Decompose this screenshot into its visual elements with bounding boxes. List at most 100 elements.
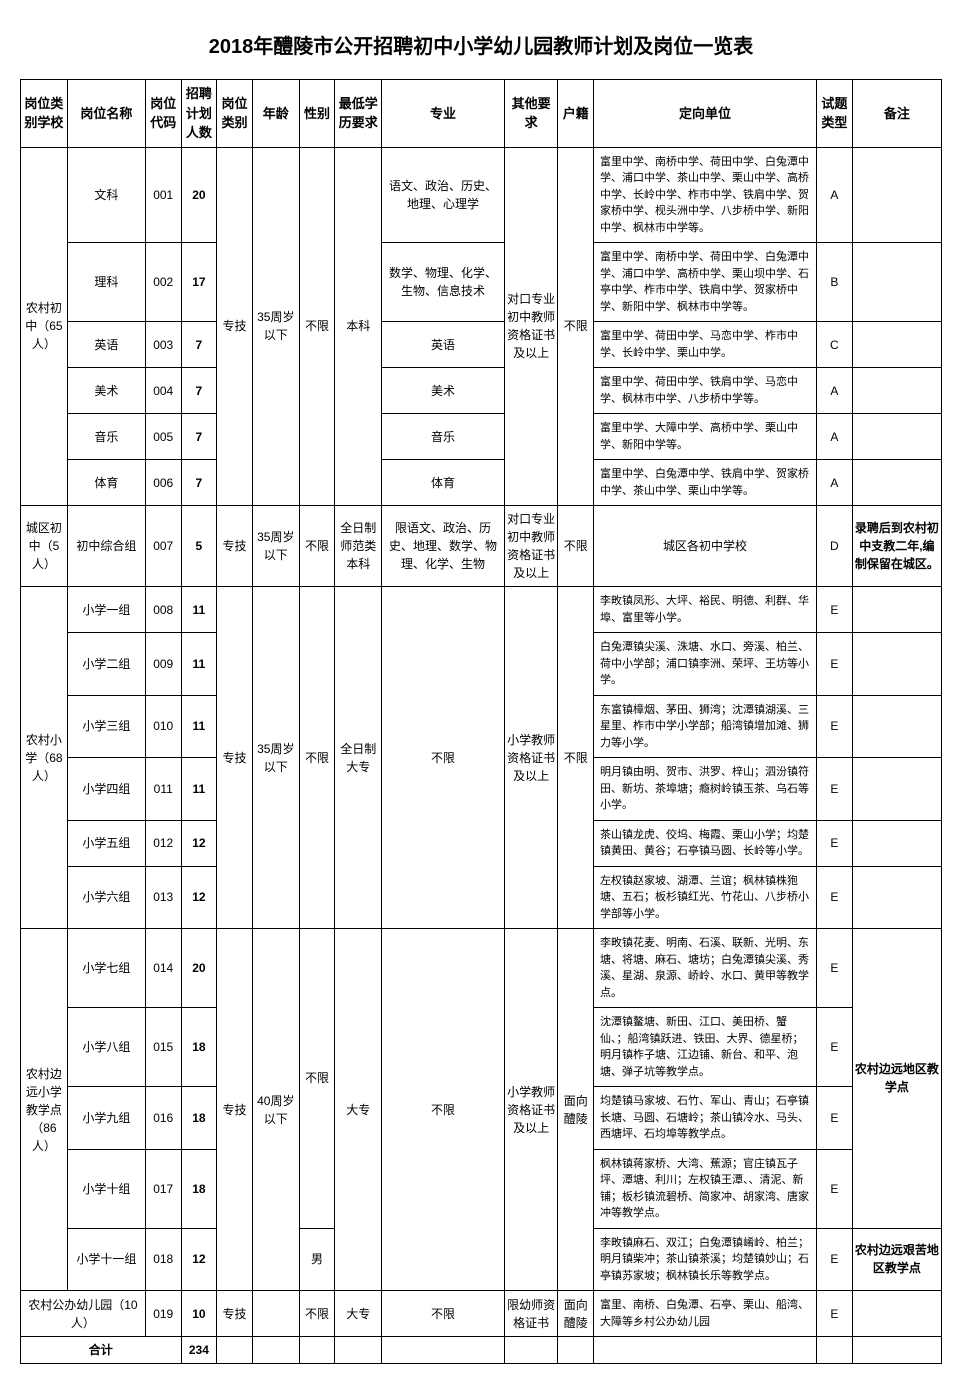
major: 不限: [382, 587, 505, 929]
empty: [817, 1337, 853, 1364]
sex: 不限: [299, 147, 335, 506]
unit: 富里中学、大障中学、高桥中学、栗山中学、新阳中学等。: [594, 414, 817, 460]
exam: E: [817, 587, 853, 633]
pos-name: 音乐: [67, 414, 145, 460]
exam: A: [817, 460, 853, 506]
pos-count: 11: [181, 695, 217, 758]
unit: 左权镇赵家坡、湖潭、兰谊；枫林镇株狍塘、五石；板杉镇红光、竹花山、八步桥小学部等…: [594, 866, 817, 929]
major: 语文、政治、历史、地理、心理学: [382, 147, 505, 243]
exam: E: [817, 820, 853, 866]
pos-code: 010: [145, 695, 181, 758]
pos-code: 004: [145, 368, 181, 414]
pos-code: 012: [145, 820, 181, 866]
table-row: 体育0067体育富里中学、白兔潭中学、铁肩中学、贺家桥中学、茶山中学、栗山中学等…: [21, 460, 942, 506]
cat: 专技: [217, 147, 253, 506]
table-row: 农村初中（65人）文科00120专技35周岁以下不限本科语文、政治、历史、地理、…: [21, 147, 942, 243]
pos-count: 18: [181, 1149, 217, 1228]
empty: [382, 1337, 505, 1364]
exam: A: [817, 147, 853, 243]
table-row: 农村公办幼儿园（10人）01910专技不限大专不限限幼师资格证书面向醴陵富里、南…: [21, 1291, 942, 1337]
cat: 专技: [217, 1291, 253, 1337]
major: 限语文、政治、历史、地理、数学、物理、化学、生物: [382, 506, 505, 587]
note: [852, 414, 941, 460]
sex: 男: [299, 1228, 335, 1291]
unit: 枫林镇蒋家桥、大湾、蕉源；官庄镇瓦子坪、潭塘、利川；左权镇王潭、、清泥、新铺；板…: [594, 1149, 817, 1228]
h-other: 其他要求: [504, 80, 558, 148]
h-huji: 户籍: [558, 80, 594, 148]
pos-count: 12: [181, 866, 217, 929]
pos-name: 小学九组: [67, 1087, 145, 1150]
pos-code: 015: [145, 1008, 181, 1087]
empty: [558, 1337, 594, 1364]
sex: 不限: [299, 506, 335, 587]
pos-count: 18: [181, 1008, 217, 1087]
h-count: 招聘计划人数: [181, 80, 217, 148]
note: [852, 820, 941, 866]
major: 不限: [382, 929, 505, 1291]
note: 录聘后到农村初中支教二年,编制保留在城区。: [852, 506, 941, 587]
huji: 不限: [558, 147, 594, 506]
table-row: 音乐0057音乐富里中学、大障中学、高桥中学、栗山中学、新阳中学等。A: [21, 414, 942, 460]
pos-name: 小学十组: [67, 1149, 145, 1228]
major: 不限: [382, 1291, 505, 1337]
pos-count: 7: [181, 414, 217, 460]
school-cell: 农村公办幼儿园（10人）: [21, 1291, 146, 1337]
empty: [594, 1337, 817, 1364]
school-cell: 农村边远小学教学点（86人）: [21, 929, 68, 1291]
header-row: 岗位类别学校 岗位名称 岗位代码 招聘计划人数 岗位类别 年龄 性别 最低学历要…: [21, 80, 942, 148]
note: [852, 866, 941, 929]
page-title: 2018年醴陵市公开招聘初中小学幼儿园教师计划及岗位一览表: [20, 30, 942, 59]
h-cat: 岗位类别: [217, 80, 253, 148]
age: 35周岁以下: [252, 587, 299, 929]
h-major: 专业: [382, 80, 505, 148]
empty: [252, 1337, 299, 1364]
note: [852, 147, 941, 243]
unit: 富里中学、荷田中学、铁肩中学、马恋中学、枫林市中学、八步桥中学等。: [594, 368, 817, 414]
major: 数学、物理、化学、生物、信息技术: [382, 243, 505, 322]
table-row: 理科00217数学、物理、化学、生物、信息技术富里中学、南桥中学、荷田中学、白兔…: [21, 243, 942, 322]
pos-name: 体育: [67, 460, 145, 506]
table-row: 英语0037英语富里中学、荷田中学、马恋中学、柞市中学、长岭中学、栗山中学。C: [21, 322, 942, 368]
pos-name: 小学六组: [67, 866, 145, 929]
h-age: 年龄: [252, 80, 299, 148]
unit: 城区各初中学校: [594, 506, 817, 587]
table-row: 城区初中（5人）初中综合组0075专技35周岁以下不限全日制师范类本科限语文、政…: [21, 506, 942, 587]
exam: C: [817, 322, 853, 368]
age: 35周岁以下: [252, 147, 299, 506]
sex: 不限: [299, 929, 335, 1229]
unit: 东富镇樟烟、茅田、狮湾；沈潭镇湖溪、三星里、柞市中学小学部；船湾镇增加滩、狮力等…: [594, 695, 817, 758]
empty: [335, 1337, 382, 1364]
exam: A: [817, 414, 853, 460]
pos-code: 013: [145, 866, 181, 929]
other: 小学教师资格证书及以上: [504, 587, 558, 929]
pos-count: 18: [181, 1087, 217, 1150]
pos-code: 018: [145, 1228, 181, 1291]
unit: 茶山镇龙虎、佼坞、梅霞、栗山小学；均楚镇黄田、黄谷；石亭镇马圆、长岭等小学。: [594, 820, 817, 866]
edu: 本科: [335, 147, 382, 506]
pos-code: 009: [145, 633, 181, 696]
h-edu: 最低学历要求: [335, 80, 382, 148]
pos-count: 12: [181, 1228, 217, 1291]
pos-count: 11: [181, 633, 217, 696]
other: 对口专业初中教师资格证书及以上: [504, 147, 558, 506]
pos-name: 美术: [67, 368, 145, 414]
pos-code: 011: [145, 758, 181, 821]
exam: E: [817, 866, 853, 929]
pos-code: 019: [145, 1291, 181, 1337]
pos-code: 002: [145, 243, 181, 322]
h-unit: 定向单位: [594, 80, 817, 148]
note: [852, 695, 941, 758]
h-sex: 性别: [299, 80, 335, 148]
unit: 均楚镇马家坡、石竹、军山、青山；石亭镇长塘、马圆、石塘岭；茶山镇冷水、马头、西塘…: [594, 1087, 817, 1150]
total-count: 234: [181, 1337, 217, 1364]
pos-code: 014: [145, 929, 181, 1008]
sex: 不限: [299, 587, 335, 929]
h-school: 岗位类别学校: [21, 80, 68, 148]
note: 农村边远艰苦地区教学点: [852, 1228, 941, 1291]
pos-name: 文科: [67, 147, 145, 243]
sex: 不限: [299, 1291, 335, 1337]
unit: 富里中学、南桥中学、荷田中学、白兔潭中学、浦口中学、茶山中学、栗山中学、高桥中学…: [594, 147, 817, 243]
pos-count: 12: [181, 820, 217, 866]
pos-count: 17: [181, 243, 217, 322]
pos-name: 英语: [67, 322, 145, 368]
